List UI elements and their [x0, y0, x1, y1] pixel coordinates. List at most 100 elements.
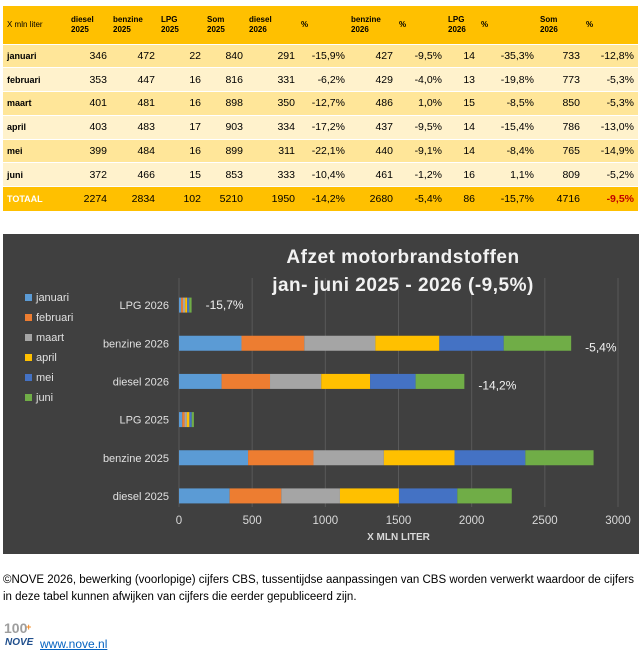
bar-annotation: -5,4%: [585, 340, 617, 354]
table-total-row: TOTAAL 2274 2834 102 5210 1950 -14,2% 2680 -5,4%…: [3, 186, 638, 211]
total-cell: 4716: [538, 186, 584, 211]
legend-label: februari: [36, 312, 73, 324]
table-row: januari 346 472 22 840 291 -15,9% 427 -9,5% 14 -35…: [3, 43, 638, 68]
table-cell: -9,1%: [397, 138, 446, 163]
y-category-label: benzine 2025: [103, 453, 169, 465]
column-header: Som 2025: [207, 15, 225, 34]
table-cell: 840: [205, 43, 247, 68]
fuel-sales-table: X mln liter diesel 2025 benzine 2025 LPG 2…: [3, 6, 638, 211]
bar-segment: [179, 412, 183, 428]
table-cell: 484: [111, 138, 159, 163]
bar-annotation: -14,2%: [478, 378, 516, 392]
total-cell: 5210: [205, 186, 247, 211]
table-cell: 15: [159, 162, 205, 187]
bar-segment: [503, 335, 572, 351]
y-category-label: diesel 2026: [113, 376, 169, 388]
table-cell: -12,7%: [299, 91, 349, 116]
table-cell: 898: [205, 91, 247, 116]
table-cell: 13: [446, 67, 479, 92]
bar-segment: [179, 373, 222, 389]
table-cell: -5,3%: [584, 67, 638, 92]
table-cell: -35,3%: [479, 43, 538, 68]
total-cell: -9,5%: [584, 186, 638, 211]
table-cell: -8,4%: [479, 138, 538, 163]
table-cell: -15,9%: [299, 43, 349, 68]
column-header: %: [301, 19, 309, 29]
table-cell: -10,4%: [299, 162, 349, 187]
bar-segment: [184, 412, 187, 428]
table-cell: 399: [69, 138, 111, 163]
legend-swatch: [25, 334, 32, 341]
y-category-label: benzine 2026: [103, 338, 169, 350]
column-header: LPG 2026: [448, 15, 466, 34]
table-row: maart 401 481 16 898 350 -12,7% 486 1,0% 15 -8,5% 8…: [3, 91, 638, 116]
table-cell: -9,5%: [397, 43, 446, 68]
table-cell: -5,3%: [584, 91, 638, 116]
bar-segment: [457, 488, 512, 504]
table-cell: 483: [111, 114, 159, 140]
table-cell: 853: [205, 162, 247, 187]
row-month-label: maart: [3, 91, 69, 116]
x-tick-label: 1500: [386, 515, 412, 527]
column-header: %: [481, 19, 489, 29]
table-cell: 346: [69, 43, 111, 68]
bar-segment: [281, 488, 340, 504]
bar-segment: [248, 450, 314, 466]
table-cell: -13,0%: [584, 114, 638, 140]
bar-segment: [270, 373, 322, 389]
table-cell: -6,2%: [299, 67, 349, 92]
x-tick-label: 3000: [605, 515, 631, 527]
column-header: Som 2026: [540, 15, 558, 34]
bar-segment: [182, 297, 186, 313]
x-axis-label: X MLN LITER: [367, 532, 431, 543]
website-link[interactable]: www.nove.nl: [40, 637, 108, 651]
table-cell: -4,0%: [397, 67, 446, 92]
table-cell: 372: [69, 162, 111, 187]
table-cell: -15,4%: [479, 114, 538, 140]
table-cell: 816: [205, 67, 247, 92]
bar-segment: [185, 297, 188, 313]
table-cell: 472: [111, 43, 159, 68]
table-cell: -9,5%: [397, 114, 446, 140]
legend-swatch: [25, 354, 32, 361]
table-cell: 311: [247, 138, 299, 163]
table-cell: 447: [111, 67, 159, 92]
table-cell: 427: [349, 43, 397, 68]
table-cell: 14: [446, 114, 479, 140]
bar-segment: [383, 450, 455, 466]
y-category-label: LPG 2025: [119, 415, 169, 427]
column-header: LPG 2025: [161, 15, 179, 34]
table-cell: 899: [205, 138, 247, 163]
row-month-label: juni: [3, 162, 69, 187]
table-cell: 16: [159, 91, 205, 116]
unit-label: X mln liter: [7, 19, 43, 29]
svg-text:100: 100: [4, 620, 28, 636]
table-cell: -19,8%: [479, 67, 538, 92]
row-month-label: januari: [3, 43, 69, 68]
x-tick-label: 0: [176, 515, 182, 527]
table-cell: -14,9%: [584, 138, 638, 163]
legend-swatch: [25, 294, 32, 301]
bar-segment: [189, 297, 192, 313]
bar-annotation: -15,7%: [206, 298, 244, 312]
svg-text:+: +: [26, 622, 31, 632]
table-cell: 331: [247, 67, 299, 92]
table-cell: 16: [446, 162, 479, 187]
bar-segment: [454, 450, 526, 466]
table-cell: 291: [247, 43, 299, 68]
table-cell: 786: [538, 114, 584, 140]
table-row: mei 399 484 16 899 311 -22,1% 440 -9,1% 14 -8,4% 76…: [3, 138, 638, 163]
table-cell: 481: [111, 91, 159, 116]
table-row: februari 353 447 16 816 331 -6,2% 429 -4,0% 13 -19…: [3, 67, 638, 92]
table-header-row: X mln liter diesel 2025 benzine 2025 LPG 2…: [3, 6, 638, 44]
bar-segment: [439, 335, 504, 351]
row-month-label: mei: [3, 138, 69, 163]
table-cell: 437: [349, 114, 397, 140]
total-cell: 86: [446, 186, 479, 211]
total-cell: 1950: [247, 186, 299, 211]
table-cell: 903: [205, 114, 247, 140]
total-cell: -14,2%: [299, 186, 349, 211]
total-cell: 2274: [69, 186, 111, 211]
footnote: ©NOVE 2026, bewerking (voorlopige) cijfe…: [3, 574, 635, 603]
stacked-bar-chart: 0 500 1000 1500 2000 2500 3000 X MLN LITER Afzet…: [3, 234, 639, 554]
